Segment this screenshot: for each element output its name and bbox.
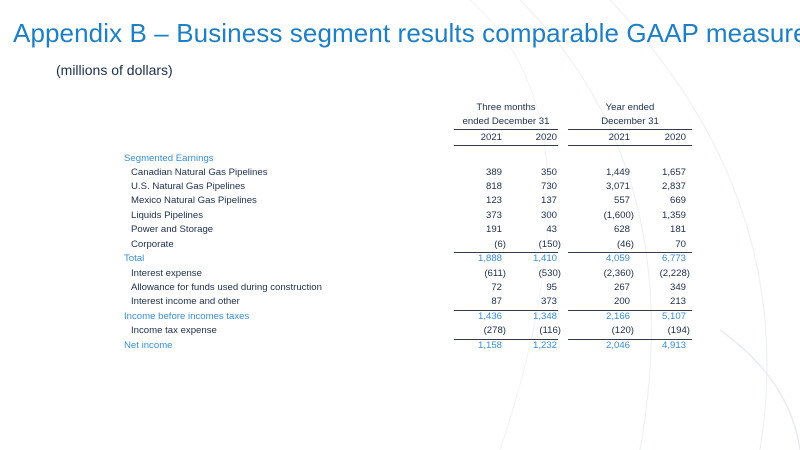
table-cell: 2,837 [661, 181, 686, 192]
table-cell: 200 [613, 296, 630, 307]
table-cell: (6) [494, 239, 506, 250]
row-label-net-income: Net income [124, 340, 173, 351]
year-divider-year-ended [568, 145, 692, 146]
table-cell: (2,228) [659, 268, 690, 279]
table-cell: 730 [540, 181, 557, 192]
row-label-segmented-earnings: Segmented Earnings [124, 153, 214, 164]
table-cell: 43 [546, 224, 557, 235]
table-cell: 137 [540, 195, 557, 206]
header-year-ended-line1: Year ended [605, 102, 655, 113]
table-cell: 2,046 [605, 340, 630, 351]
row-label-afudc: Allowance for funds used during construc… [131, 282, 322, 293]
table-cell: 95 [546, 282, 557, 293]
row-label-power-storage: Power and Storage [131, 224, 214, 235]
table-cell: 350 [540, 167, 557, 178]
total-divider-year-ended [568, 252, 692, 253]
net-divider-year-ended [568, 339, 692, 340]
table-cell: 70 [675, 239, 686, 250]
page-subtitle: (millions of dollars) [56, 62, 173, 78]
table-cell: (150) [538, 239, 561, 250]
table-cell: 349 [669, 282, 686, 293]
table-cell: (2,360) [603, 268, 634, 279]
table-cell: 1,657 [661, 167, 686, 178]
row-label-canadian-gas: Canadian Natural Gas Pipelines [131, 167, 268, 178]
header-divider-three-months [454, 129, 558, 130]
table-cell: 300 [540, 210, 557, 221]
table-cell: 3,071 [605, 181, 630, 192]
header-divider-year-ended [568, 129, 692, 130]
header-three-months-line2: ended December 31 [462, 116, 550, 127]
table-cell: (278) [483, 325, 506, 336]
row-label-interest-expense: Interest expense [131, 268, 202, 279]
table-cell: 1,158 [477, 340, 502, 351]
header-three-months-line1: Three months [476, 102, 536, 113]
table-cell: 557 [613, 195, 630, 206]
table-cell: 1,359 [661, 210, 686, 221]
table-cell: (116) [539, 325, 561, 336]
table-cell: 2,166 [605, 311, 630, 322]
table-cell: (530) [538, 268, 561, 279]
total-divider-three-months [454, 252, 558, 253]
table-cell: 5,107 [661, 311, 686, 322]
row-label-total: Total [124, 253, 145, 264]
table-cell: 1,436 [477, 311, 502, 322]
table-cell: 4,913 [661, 340, 686, 351]
row-label-income-tax: Income tax expense [131, 325, 217, 336]
table-cell: 1,888 [477, 253, 502, 264]
header-year-col4: 2020 [664, 132, 686, 143]
table-cell: (611) [484, 268, 506, 279]
table-cell: 267 [613, 282, 630, 293]
table-cell: 1,348 [532, 311, 557, 322]
header-year-col2: 2020 [535, 132, 557, 143]
table-cell: (1,600) [603, 210, 634, 221]
header-year-col3: 2021 [608, 132, 630, 143]
table-cell: 818 [485, 181, 502, 192]
net-divider-three-months [454, 339, 558, 340]
pretax-divider-three-months [454, 310, 558, 311]
table-cell: 1,232 [532, 340, 557, 351]
table-cell: 1,449 [605, 167, 630, 178]
year-divider-three-months [454, 145, 558, 146]
pretax-divider-year-ended [568, 310, 692, 311]
table-cell: (46) [616, 239, 634, 250]
table-cell: 191 [485, 224, 502, 235]
table-cell: (194) [667, 325, 690, 336]
table-cell: 181 [669, 224, 686, 235]
row-label-liquids: Liquids Pipelines [131, 210, 203, 221]
table-cell: 123 [485, 195, 502, 206]
row-label-mexico-gas: Mexico Natural Gas Pipelines [131, 195, 257, 206]
page-title: Appendix B – Business segment results co… [13, 18, 800, 48]
table-cell: (120) [611, 325, 634, 336]
table-cell: 4,059 [605, 253, 630, 264]
header-year-ended-line2: December 31 [601, 116, 659, 127]
table-cell: 628 [613, 224, 630, 235]
row-label-interest-income: Interest income and other [131, 296, 240, 307]
table-cell: 373 [485, 210, 502, 221]
header-year-col1: 2021 [480, 132, 502, 143]
table-cell: 389 [485, 167, 502, 178]
table-cell: 6,773 [661, 253, 686, 264]
table-cell: 669 [669, 195, 686, 206]
table-cell: 72 [491, 282, 502, 293]
row-label-income-before-taxes: Income before incomes taxes [124, 311, 250, 322]
table-cell: 213 [669, 296, 686, 307]
table-cell: 1,410 [532, 253, 557, 264]
row-label-corporate: Corporate [131, 239, 174, 250]
row-label-us-gas: U.S. Natural Gas Pipelines [131, 181, 246, 192]
table-cell: 373 [540, 296, 557, 307]
table-cell: 87 [491, 296, 502, 307]
